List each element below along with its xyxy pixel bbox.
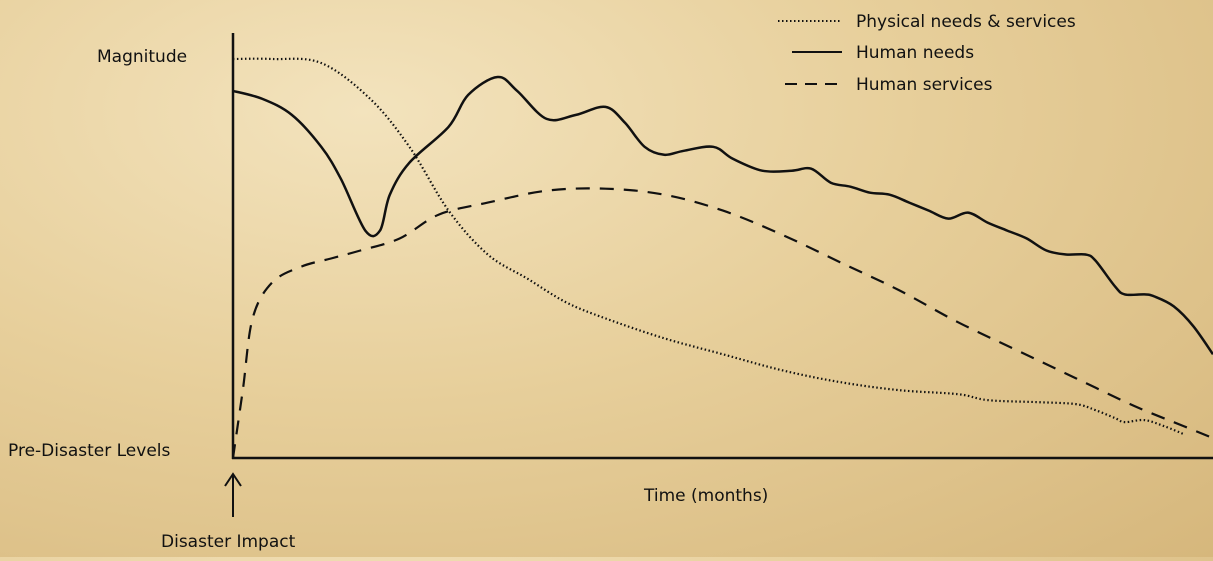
legend: Physical needs & services Human needs Hu…	[778, 12, 1076, 95]
series-line-human-needs	[232, 75, 1213, 356]
series-layer	[231, 57, 1213, 459]
disaster-impact-label: Disaster Impact	[161, 532, 296, 552]
x-axis-label: Time (months)	[643, 486, 768, 506]
y-axis-label: Magnitude	[97, 47, 187, 67]
legend-label-human-services: Human services	[856, 75, 993, 95]
baseline-label: Pre-Disaster Levels	[8, 441, 170, 461]
series-line-human-services	[231, 187, 1213, 459]
legend-label-physical: Physical needs & services	[856, 12, 1076, 32]
arrow-up-icon	[224, 472, 242, 517]
legend-label-human-needs: Human needs	[856, 43, 974, 63]
